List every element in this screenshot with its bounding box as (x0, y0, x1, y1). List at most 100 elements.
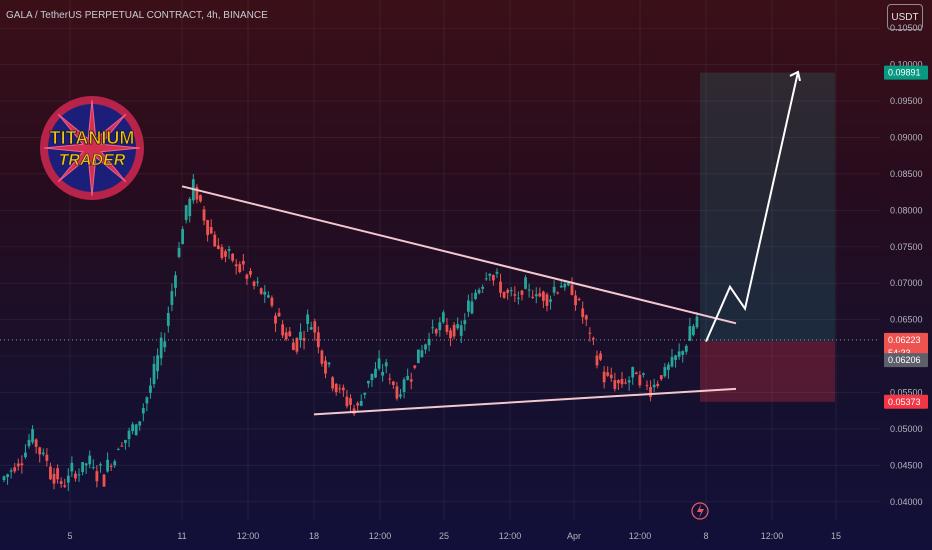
candle (574, 295, 577, 306)
candle (538, 293, 542, 297)
price-tag-entry (884, 353, 928, 368)
candle (438, 322, 442, 331)
x-tick-label: 11 (177, 531, 186, 541)
candle (209, 227, 213, 234)
candle (377, 358, 381, 369)
candle (617, 380, 620, 384)
candle (602, 371, 606, 383)
candle (613, 380, 617, 389)
candle (506, 289, 510, 293)
x-tick-label: 12:00 (761, 531, 784, 541)
candle (316, 332, 320, 348)
candle (327, 362, 331, 365)
logo-text-trader: TRADER (59, 152, 126, 169)
candle (2, 476, 6, 481)
candle (199, 195, 202, 202)
candle (259, 288, 263, 294)
candle (270, 297, 274, 306)
candle (631, 366, 635, 378)
candle (366, 380, 370, 384)
y-tick-label: 0.08000 (890, 205, 923, 215)
candle (541, 291, 545, 301)
candle (13, 467, 17, 472)
candle (241, 260, 245, 265)
candle (409, 379, 413, 382)
price-tag-label: 0.06206 (888, 355, 921, 365)
candle (499, 281, 502, 293)
candle (388, 378, 392, 380)
candles (2, 174, 699, 492)
candle (24, 452, 27, 458)
candle (524, 277, 527, 289)
y-tick-label: 0.08500 (890, 169, 923, 179)
candle (577, 298, 581, 300)
candle (238, 264, 242, 273)
candle (402, 379, 406, 392)
candle (295, 337, 299, 352)
candle (45, 454, 49, 461)
candle (491, 275, 495, 281)
candle (667, 364, 670, 371)
price-tag-label: 0.05373 (888, 397, 921, 407)
trendline-resistance (181, 185, 737, 325)
candle (124, 439, 127, 444)
candle (463, 320, 467, 325)
currency-unit-button[interactable]: USDT (887, 4, 923, 30)
x-tick-label: 5 (67, 531, 72, 541)
candle (49, 466, 52, 480)
candle (474, 292, 477, 299)
price-tag-label: 0.06223 (888, 335, 921, 345)
y-tick-label: 0.04500 (890, 460, 923, 470)
candle (141, 408, 145, 414)
candle (649, 387, 652, 398)
candle (288, 331, 292, 337)
trendline-support (313, 387, 737, 416)
candle (563, 283, 567, 288)
candle (531, 296, 535, 298)
y-tick-label: 0.07000 (890, 278, 923, 288)
candle (149, 385, 152, 393)
candle (84, 463, 88, 466)
candle (609, 374, 613, 379)
candle (77, 474, 81, 476)
candle (174, 275, 177, 288)
candle (181, 229, 185, 245)
candle (620, 379, 624, 385)
candle (109, 465, 113, 467)
candle (195, 187, 199, 200)
candle (63, 485, 67, 487)
candle (677, 351, 681, 357)
candle (216, 245, 220, 250)
candle (363, 392, 367, 395)
price-tag-current (884, 332, 928, 347)
candle (520, 290, 524, 295)
candle (163, 341, 167, 348)
candle (166, 313, 170, 326)
y-tick-label: 0.07500 (890, 242, 923, 252)
candle (406, 375, 410, 380)
candle (420, 350, 424, 357)
candle (102, 474, 106, 487)
candle (427, 338, 431, 346)
candle (695, 316, 699, 328)
candle (384, 362, 388, 367)
projection-arrowhead (789, 70, 801, 82)
candle (584, 315, 588, 320)
candle (466, 300, 470, 312)
candle (656, 383, 660, 387)
candle (74, 473, 77, 479)
candle (459, 325, 463, 336)
price-tag-label: 0.09891 (888, 68, 921, 78)
candle (416, 349, 420, 364)
candle (395, 386, 399, 399)
projection-path (705, 71, 799, 342)
titanium-trader-logo: TITANIUM TRADER (40, 96, 144, 200)
candle (16, 463, 20, 467)
candle (152, 363, 156, 385)
candle (131, 424, 134, 432)
candle (481, 286, 485, 289)
candle (245, 274, 249, 279)
candle (252, 281, 256, 286)
x-tick-label: 25 (439, 531, 449, 541)
